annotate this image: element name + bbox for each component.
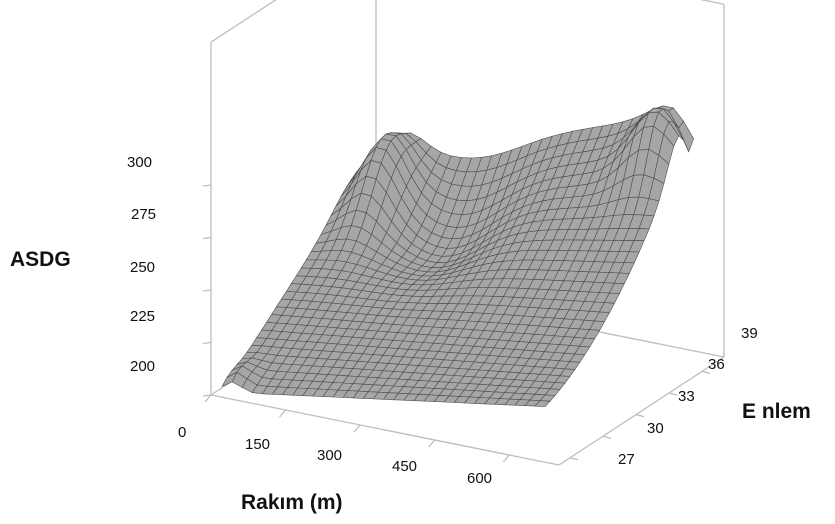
y-tick-mark <box>701 370 711 375</box>
y-tick-label: 36 <box>708 356 725 373</box>
z-tick-mark <box>202 341 212 345</box>
z-tick-mark <box>202 236 212 240</box>
z-axis-title: ASDG <box>10 248 71 271</box>
y-tick-label: 27 <box>618 451 635 468</box>
frame-edge <box>210 0 277 43</box>
z-tick-label: 275 <box>131 206 156 223</box>
y-tick-mark <box>602 435 612 439</box>
y-tick-label: 30 <box>647 420 664 437</box>
x-tick-mark <box>204 394 212 403</box>
x-tick-label: 150 <box>245 436 270 453</box>
z-tick-mark <box>202 289 212 292</box>
surface-cell <box>534 400 551 407</box>
x-tick-mark <box>353 424 361 433</box>
x-tick-mark <box>502 454 510 463</box>
frame-edge <box>558 356 725 466</box>
frame-edge <box>699 0 725 5</box>
y-axis-title: E nlem <box>742 400 811 423</box>
z-tick-label: 250 <box>130 259 155 276</box>
x-axis-title: Rakım (m) <box>241 491 343 514</box>
surface-mesh <box>221 105 694 407</box>
x-tick-mark <box>279 409 287 418</box>
x-tick-label: 0 <box>178 424 186 441</box>
frame-edge <box>210 394 560 466</box>
z-tick-mark <box>202 394 212 397</box>
y-tick-label: 39 <box>741 325 758 342</box>
z-tick-label: 200 <box>130 358 155 375</box>
y-tick-mark <box>635 413 645 418</box>
z-tick-label: 300 <box>127 154 152 171</box>
x-tick-label: 450 <box>392 458 417 475</box>
x-tick-mark <box>428 439 436 448</box>
x-tick-label: 300 <box>317 447 342 464</box>
y-tick-mark <box>569 457 579 461</box>
y-tick-mark <box>668 392 678 396</box>
z-tick-label: 225 <box>130 308 155 325</box>
x-tick-label: 600 <box>467 470 492 487</box>
z-tick-mark <box>202 184 212 187</box>
y-tick-label: 33 <box>678 388 695 405</box>
